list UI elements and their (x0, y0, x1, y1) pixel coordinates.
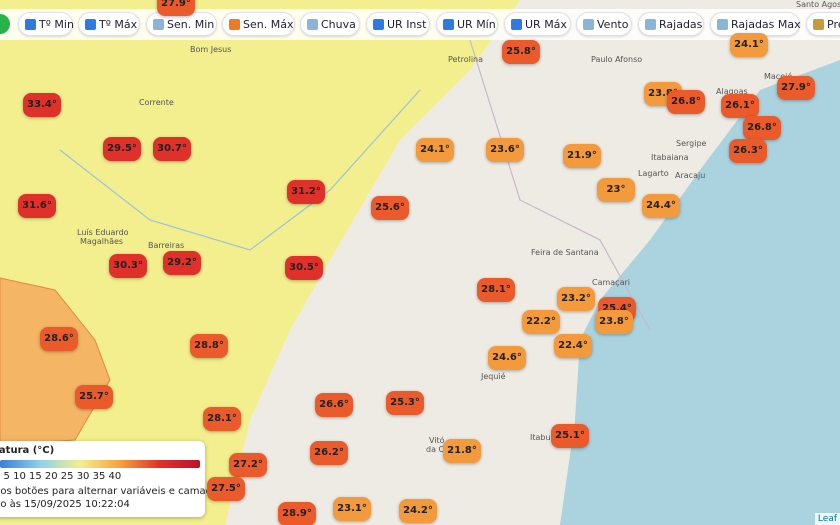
temperature-marker[interactable]: 26.2° (310, 441, 348, 465)
temperature-marker[interactable]: 21.9° (563, 144, 601, 168)
layer-button[interactable]: Chuva (300, 12, 360, 36)
place-label: Jequié (481, 372, 506, 381)
layer-button[interactable]: UR Mín (436, 12, 498, 36)
button-icon (813, 19, 824, 30)
river (59, 89, 421, 251)
temperature-marker[interactable]: 24.1° (416, 138, 454, 162)
legend-hint: nos botões para alternar variáveis e cam… (0, 486, 227, 497)
place-label: Vitó (429, 436, 445, 445)
button-icon (511, 19, 522, 30)
temperature-marker[interactable]: 25.3° (386, 391, 424, 415)
place-label: Corrente (139, 98, 174, 107)
place-label: da Con (426, 445, 455, 454)
layer-button[interactable]: Sen. Máx (222, 12, 295, 36)
temperature-marker[interactable]: 24.1° (730, 33, 768, 57)
temperature-marker[interactable]: 30.3° (109, 254, 147, 278)
place-label: Magalhães (80, 237, 124, 246)
button-icon (645, 19, 656, 30)
temperature-marker[interactable]: 23.1° (333, 497, 371, 521)
layer-button[interactable]: Tº Min (18, 12, 74, 36)
yellow-zone (0, 0, 520, 525)
temperature-marker[interactable]: 30.7° (153, 137, 191, 161)
place-label: Petrolina (448, 55, 484, 64)
temperature-marker[interactable]: 27.9° (157, 0, 195, 16)
temperature-marker[interactable]: 26.8° (743, 116, 781, 140)
place-label: Maceió (764, 72, 793, 81)
place-label: Aracaju (675, 171, 706, 180)
ocean (560, 60, 840, 525)
temperature-marker[interactable]: 26.1° (721, 94, 759, 118)
button-icon (443, 19, 454, 30)
temperature-marker[interactable]: 31.6° (18, 194, 56, 218)
temperature-marker[interactable]: 25.8° (502, 40, 540, 64)
button-icon (373, 19, 384, 30)
place-label: Camaçari (592, 278, 630, 287)
place-label: Lagarto (638, 169, 669, 178)
layer-button[interactable]: Sen. Min (146, 12, 217, 36)
place-label: Luís Eduardo (77, 228, 129, 237)
temperature-marker[interactable]: 22.2° (522, 310, 560, 334)
temperature-marker[interactable]: 27.5° (207, 477, 245, 501)
temperature-marker[interactable]: 25.1° (551, 424, 589, 448)
place-label: Bom Jesus (190, 45, 232, 54)
attribution[interactable]: Leaf (814, 513, 840, 525)
layer-button[interactable]: Vento (576, 12, 632, 36)
temperature-marker[interactable]: 30.5° (285, 256, 323, 280)
temperature-marker[interactable]: 23.6° (486, 138, 524, 162)
button-icon (229, 19, 240, 30)
temperature-marker[interactable]: 31.2° (287, 180, 325, 204)
place-label: Feira de Santana (531, 248, 599, 257)
temperature-marker[interactable]: 28.8° (190, 334, 228, 358)
temperature-marker[interactable]: 21.8° (443, 439, 481, 463)
temperature-marker[interactable]: 28.1° (203, 407, 241, 431)
place-label: Paulo Afonso (591, 55, 643, 64)
place-label: Itabaiana (651, 153, 689, 162)
legend: ratura (°C) 0 5 10 15 20 25 30 35 40 nos… (0, 441, 226, 517)
button-icon (307, 19, 318, 30)
temperature-marker[interactable]: 26.6° (315, 393, 353, 417)
temperature-marker[interactable]: 26.3° (729, 139, 767, 163)
legend-title: ratura (°C) (0, 445, 55, 456)
road (469, 39, 651, 331)
temperature-marker[interactable]: 28.1° (477, 278, 515, 302)
temperature-marker[interactable]: 23.8° (595, 310, 633, 334)
layer-button[interactable]: Rajadas (638, 12, 704, 36)
temperature-marker[interactable]: 28.9° (278, 502, 316, 525)
temperature-marker[interactable]: 27.9° (777, 76, 815, 100)
temperature-marker[interactable]: 29.2° (163, 251, 201, 275)
place-label: Alagoas (716, 87, 748, 96)
button-icon (583, 19, 594, 30)
place-label: Santo Agos (796, 0, 840, 9)
place-label: Barreiras (148, 241, 185, 250)
button-icon (25, 19, 36, 30)
layer-button[interactable]: Pre (806, 12, 840, 36)
temperature-marker[interactable]: 22.4° (554, 334, 592, 358)
temperature-marker[interactable]: 26.8° (667, 90, 705, 114)
button-icon (85, 19, 96, 30)
legend-updated: do às 15/09/2025 10:22:04 (0, 499, 130, 510)
temperature-marker[interactable]: 28.6° (40, 327, 78, 351)
button-icon (717, 19, 728, 30)
temperature-marker[interactable]: 29.5° (103, 137, 141, 161)
layer-button[interactable]: UR Máx (504, 12, 571, 36)
button-icon (153, 19, 164, 30)
temperature-marker[interactable]: 27.2° (229, 453, 267, 477)
temperature-marker[interactable]: 23° (597, 178, 635, 202)
layer-button[interactable]: Tº Máx (78, 12, 140, 36)
temperature-marker[interactable]: 24.2° (399, 499, 437, 523)
temperature-marker[interactable]: 23.2° (557, 287, 595, 311)
temperature-marker[interactable]: 25.7° (75, 385, 113, 409)
temperature-marker[interactable]: 24.6° (488, 346, 526, 370)
temperature-marker[interactable]: 25.6° (371, 196, 409, 220)
layer-button[interactable]: UR Inst (366, 12, 430, 36)
status-dot (0, 14, 10, 34)
temperature-marker[interactable]: 24.4° (642, 194, 680, 218)
place-label: Sergipe (676, 139, 707, 148)
legend-gradient (0, 460, 200, 468)
place-label: Itabu (530, 433, 551, 442)
legend-scale: 0 5 10 15 20 25 30 35 40 (0, 471, 122, 482)
temperature-marker[interactable]: 33.4° (23, 93, 61, 117)
